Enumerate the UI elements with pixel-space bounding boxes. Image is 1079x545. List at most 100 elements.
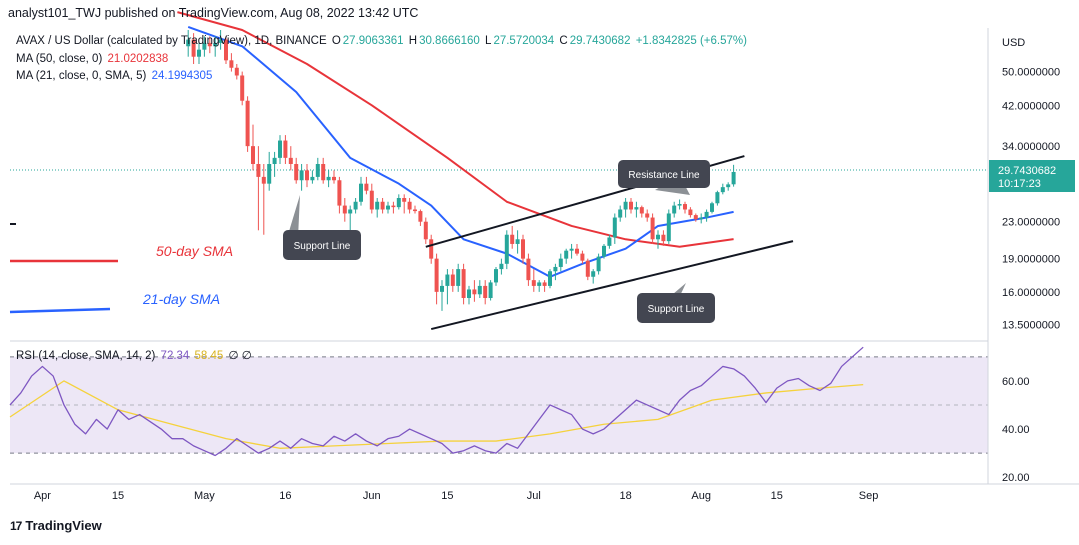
candle (639, 205, 644, 218)
candle (294, 157, 299, 184)
candle (704, 209, 709, 222)
symbol-legend[interactable]: AVAX / US Dollar (calculated by TradingV… (16, 35, 749, 47)
candle (450, 269, 455, 292)
candle (585, 258, 590, 281)
price-axis-ticks[interactable]: 50.0000000 42.0000000 34.0000000 23.0000000… (1002, 67, 1060, 332)
time-tick: 16 (279, 490, 291, 502)
time-tick: 18 (619, 490, 631, 502)
candle (310, 170, 315, 184)
candle (612, 213, 617, 244)
time-tick: 15 (112, 490, 124, 502)
candle (634, 201, 639, 218)
candle (683, 201, 687, 214)
candle (288, 146, 293, 171)
candle (299, 163, 304, 191)
candle (596, 253, 601, 275)
rsi-legend[interactable]: RSI (14, close, SMA, 14, 2) 72.34 58.45 … (16, 348, 254, 362)
candle (672, 201, 677, 218)
candle (321, 157, 326, 184)
candle (645, 209, 650, 222)
tradingview-logo-icon: 17 (10, 518, 22, 533)
candle (602, 243, 606, 259)
rsi-axis-ticks[interactable]: 60.00 40.00 20.00 (1002, 376, 1030, 484)
candle (531, 269, 536, 292)
resistance-label: Resistance Line (628, 170, 700, 181)
candle (186, 30, 191, 57)
price-tick: 19.0000000 (1002, 254, 1060, 266)
candle (537, 280, 542, 292)
candle (396, 194, 401, 210)
time-tick: Sep (859, 490, 879, 502)
candle (526, 253, 531, 286)
ma21-value: 24.1994305 (151, 70, 213, 82)
countdown-value: 10:17:23 (998, 178, 1041, 190)
candle (369, 183, 374, 214)
rsi-lines (9, 346, 864, 457)
candle (256, 146, 261, 231)
candle (656, 230, 660, 249)
candle (337, 176, 342, 214)
candle (472, 280, 477, 302)
candle (434, 253, 439, 305)
candle (569, 243, 574, 259)
candle (467, 285, 471, 305)
sma50-annotation: 50-day SMA (156, 243, 233, 259)
price-pane[interactable] (10, 28, 988, 341)
candle (207, 36, 212, 54)
candles (186, 30, 736, 311)
candle (650, 213, 655, 244)
rsi-tick: 20.00 (1002, 472, 1030, 484)
candle (229, 53, 234, 72)
rsi-line (9, 346, 864, 457)
candle (494, 266, 498, 286)
change-value: +1.8342825 (+6.57%) (635, 35, 747, 47)
candle (499, 258, 504, 275)
candle (629, 198, 633, 214)
candle (488, 280, 493, 301)
candle (710, 201, 714, 214)
candle (510, 225, 515, 249)
candle (413, 205, 417, 214)
candle (618, 205, 623, 222)
candle (305, 163, 309, 188)
candle (402, 194, 407, 214)
candle (666, 209, 671, 244)
candle (261, 163, 266, 235)
candle (234, 64, 239, 80)
candle (267, 151, 272, 191)
price-tick: 16.0000000 (1002, 287, 1060, 299)
time-tick: May (194, 490, 215, 502)
ma21-legend[interactable]: MA (21, close, 0, SMA, 5) 24.1994305 (16, 70, 214, 82)
support-pointer-upper (287, 195, 300, 238)
rsi-tick: 40.00 (1002, 424, 1030, 436)
candle (353, 198, 358, 214)
support-label-upper: Support Line (294, 241, 351, 252)
footer-brand[interactable]: 17 TradingView (10, 518, 102, 533)
candle (456, 263, 461, 292)
candle (315, 157, 320, 181)
candle (715, 190, 720, 206)
time-tick: Jul (527, 490, 541, 502)
candle (251, 124, 255, 171)
resistance-label-box (618, 160, 710, 188)
sma21-annotation: 21-day SMA (142, 291, 220, 307)
support-label-box-upper (283, 230, 361, 260)
candle (359, 176, 363, 206)
candle (191, 33, 196, 65)
close-label: C (559, 35, 568, 47)
candle (386, 201, 390, 214)
ma50-legend[interactable]: MA (50, close, 0) 21.0202838 (16, 53, 170, 65)
candle (283, 135, 288, 164)
rsi-label: RSI (14, close, SMA, 14, 2) (16, 350, 156, 362)
support-trend-line[interactable] (430, 240, 794, 331)
candle (504, 230, 509, 270)
rsi-extra: ∅ ∅ (228, 350, 252, 362)
candle (213, 36, 218, 57)
time-axis-ticks[interactable]: Apr 15 May 16 Jun 15 Jul 18 Aug 15 Sep (34, 490, 879, 502)
candle (515, 230, 520, 254)
candle (693, 213, 698, 222)
candle (564, 248, 569, 264)
candle (677, 199, 682, 210)
candle (245, 96, 250, 152)
